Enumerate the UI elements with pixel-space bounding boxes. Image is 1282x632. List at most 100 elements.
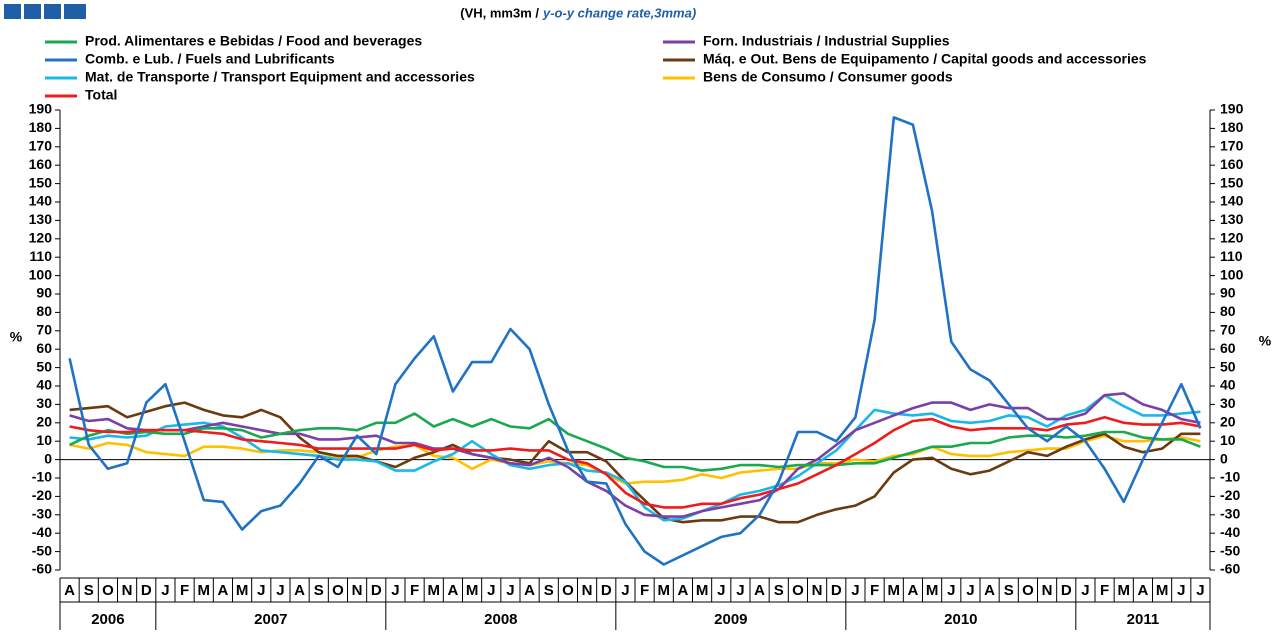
y-tick-label: 190 (29, 101, 53, 117)
legend-label: Forn. Industriais / Industrial Supplies (703, 33, 950, 49)
y2-tick-label: 110 (1220, 248, 1243, 264)
y2-tick-label: 180 (1220, 119, 1244, 135)
x-tick-label: A (754, 582, 765, 599)
chart-subtitle: y-o-y change rate,3mma) (542, 5, 696, 20)
year-label: 2008 (484, 611, 517, 628)
x-tick-label: F (640, 582, 649, 599)
x-tick-label: A (907, 582, 918, 599)
x-tick-label: N (812, 582, 823, 599)
x-tick-label: J (276, 582, 284, 599)
y-tick-label: 130 (29, 211, 53, 227)
y2-axis-unit: % (1259, 333, 1272, 349)
y2-tick-label: 100 (1220, 266, 1244, 282)
x-tick-label: O (332, 582, 344, 599)
y-tick-label: 140 (29, 193, 53, 209)
series-line (69, 412, 1201, 472)
x-tick-label: F (870, 582, 879, 599)
x-tick-label: J (391, 582, 399, 599)
y2-tick-label: 20 (1220, 414, 1236, 430)
x-tick-label: A (294, 582, 305, 599)
y2-tick-label: -60 (1220, 561, 1240, 577)
y-tick-label: -40 (32, 524, 52, 540)
y-tick-label: 70 (36, 322, 52, 338)
x-tick-label: O (562, 582, 574, 599)
logo-block (64, 4, 86, 19)
year-label: 2009 (714, 611, 747, 628)
x-tick-label: J (161, 582, 169, 599)
y-tick-label: 170 (29, 138, 53, 154)
x-tick-label: D (601, 582, 612, 599)
x-tick-label: M (428, 582, 441, 599)
y2-tick-label: -10 (1220, 469, 1240, 485)
x-tick-label: S (544, 582, 554, 599)
x-tick-label: O (1022, 582, 1034, 599)
x-tick-label: A (447, 582, 458, 599)
x-tick-label: M (696, 582, 709, 599)
y2-tick-label: 130 (1220, 211, 1244, 227)
y-tick-label: 180 (29, 119, 53, 135)
series-line (69, 434, 1201, 485)
y2-tick-label: 140 (1220, 193, 1244, 209)
series-line (69, 393, 1201, 522)
logo-block (44, 4, 61, 19)
y-tick-label: -20 (32, 487, 52, 503)
y2-tick-label: 90 (1220, 285, 1236, 301)
x-tick-label: S (84, 582, 94, 599)
y-tick-label: 110 (29, 248, 52, 264)
x-tick-label: N (1042, 582, 1053, 599)
x-tick-label: F (1100, 582, 1109, 599)
y-tick-label: 100 (29, 266, 53, 282)
y2-tick-label: 80 (1220, 303, 1236, 319)
y-tick-label: -60 (32, 561, 52, 577)
series-line (68, 116, 1202, 566)
legend-label: Comb. e Lub. / Fuels and Lubrificants (85, 51, 335, 67)
x-tick-label: D (831, 582, 842, 599)
x-tick-label: D (371, 582, 382, 599)
chart-title: (VH, mm3m / (460, 5, 539, 20)
x-tick-label: J (621, 582, 629, 599)
x-tick-label: O (792, 582, 804, 599)
y-tick-label: 30 (36, 395, 52, 411)
series-line (69, 401, 1201, 524)
y2-tick-label: 0 (1220, 450, 1228, 466)
y2-tick-label: -40 (1220, 524, 1240, 540)
y-tick-label: 20 (36, 414, 52, 430)
y-tick-label: 80 (36, 303, 52, 319)
x-tick-label: M (1118, 582, 1131, 599)
x-tick-label: S (314, 582, 324, 599)
x-tick-label: J (966, 582, 974, 599)
y-tick-label: 50 (36, 358, 52, 374)
y-tick-label: 120 (29, 230, 53, 246)
y2-tick-label: 150 (1220, 174, 1244, 190)
x-tick-label: M (658, 582, 671, 599)
x-tick-label: A (524, 582, 535, 599)
legend-label: Total (85, 87, 117, 103)
year-label: 2006 (91, 611, 124, 628)
x-tick-label: M (1156, 582, 1169, 599)
y2-tick-label: 160 (1220, 156, 1244, 172)
y-tick-label: 0 (44, 450, 52, 466)
x-tick-label: A (677, 582, 688, 599)
y2-tick-label: 170 (1220, 138, 1244, 154)
y2-tick-label: -20 (1220, 487, 1240, 503)
x-tick-label: F (410, 582, 419, 599)
y2-tick-label: 60 (1220, 340, 1236, 356)
y-tick-label: 160 (29, 156, 53, 172)
year-label: 2011 (1127, 611, 1160, 628)
x-tick-label: N (352, 582, 363, 599)
year-label: 2007 (254, 611, 287, 628)
legend-label: Bens de Consumo / Consumer goods (703, 69, 953, 85)
logo-block (4, 4, 21, 19)
y-tick-label: 40 (36, 377, 52, 393)
x-tick-label: M (198, 582, 211, 599)
y2-tick-label: 10 (1220, 432, 1236, 448)
y2-tick-label: -50 (1220, 542, 1240, 558)
y2-tick-label: 190 (1220, 101, 1244, 117)
y-tick-label: -10 (32, 469, 52, 485)
y2-tick-label: 70 (1220, 322, 1236, 338)
x-tick-label: D (141, 582, 152, 599)
x-tick-label: J (257, 582, 265, 599)
legend-label: Mat. de Transporte / Transport Equipment… (85, 69, 475, 85)
x-tick-label: J (1196, 582, 1204, 599)
